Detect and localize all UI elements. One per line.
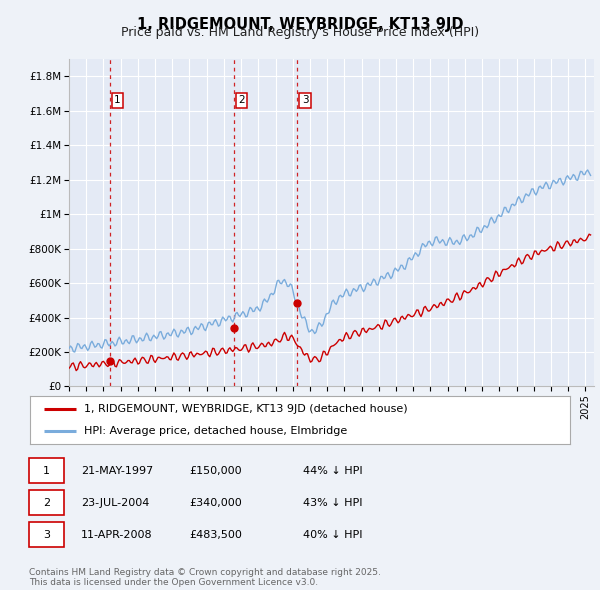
Text: 3: 3	[43, 530, 50, 539]
Text: 1: 1	[114, 96, 121, 106]
Text: 40% ↓ HPI: 40% ↓ HPI	[303, 530, 362, 539]
Text: £483,500: £483,500	[189, 530, 242, 539]
Text: Price paid vs. HM Land Registry's House Price Index (HPI): Price paid vs. HM Land Registry's House …	[121, 26, 479, 39]
Text: 1, RIDGEMOUNT, WEYBRIDGE, KT13 9JD: 1, RIDGEMOUNT, WEYBRIDGE, KT13 9JD	[137, 17, 463, 31]
Text: 44% ↓ HPI: 44% ↓ HPI	[303, 466, 362, 476]
Text: 3: 3	[302, 96, 308, 106]
Text: £340,000: £340,000	[189, 498, 242, 507]
Text: 2: 2	[238, 96, 244, 106]
Text: 1, RIDGEMOUNT, WEYBRIDGE, KT13 9JD (detached house): 1, RIDGEMOUNT, WEYBRIDGE, KT13 9JD (deta…	[84, 404, 407, 414]
Text: £150,000: £150,000	[189, 466, 242, 476]
Text: 43% ↓ HPI: 43% ↓ HPI	[303, 498, 362, 507]
Text: 2: 2	[43, 498, 50, 507]
Text: 23-JUL-2004: 23-JUL-2004	[81, 498, 149, 507]
Text: 21-MAY-1997: 21-MAY-1997	[81, 466, 153, 476]
Text: HPI: Average price, detached house, Elmbridge: HPI: Average price, detached house, Elmb…	[84, 426, 347, 436]
Text: 1: 1	[43, 466, 50, 476]
Text: Contains HM Land Registry data © Crown copyright and database right 2025.
This d: Contains HM Land Registry data © Crown c…	[29, 568, 380, 587]
Text: 11-APR-2008: 11-APR-2008	[81, 530, 152, 539]
